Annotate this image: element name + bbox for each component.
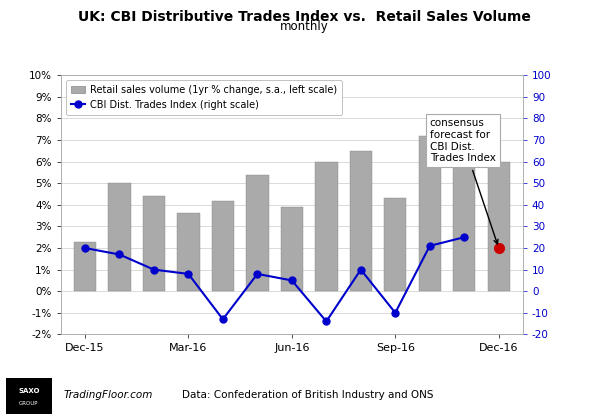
Bar [488, 162, 510, 291]
Bar [143, 196, 165, 291]
Text: GROUP: GROUP [19, 401, 39, 405]
Bar [418, 136, 441, 291]
Bar [384, 198, 407, 291]
Bar [350, 151, 372, 291]
Text: monthly: monthly [280, 20, 328, 33]
Bar [212, 201, 234, 291]
Text: consensus
forecast for
CBI Dist.
Trades Index: consensus forecast for CBI Dist. Trades … [430, 118, 498, 244]
Bar [246, 175, 269, 291]
Bar [177, 214, 199, 291]
Text: SAXO: SAXO [18, 388, 40, 394]
Bar [315, 162, 337, 291]
Bar [108, 183, 131, 291]
Bar [281, 207, 303, 291]
Legend: Retail sales volume (1yr % change, s.a., left scale), CBI Dist. Trades Index (ri: Retail sales volume (1yr % change, s.a.,… [66, 80, 342, 115]
Text: Data: Confederation of British Industry and ONS: Data: Confederation of British Industry … [182, 390, 434, 400]
Bar [453, 162, 475, 291]
Text: UK: CBI Distributive Trades Index vs.  Retail Sales Volume: UK: CBI Distributive Trades Index vs. Re… [78, 10, 530, 24]
Text: TradingFloor.com: TradingFloor.com [64, 390, 153, 400]
Bar [74, 242, 96, 291]
